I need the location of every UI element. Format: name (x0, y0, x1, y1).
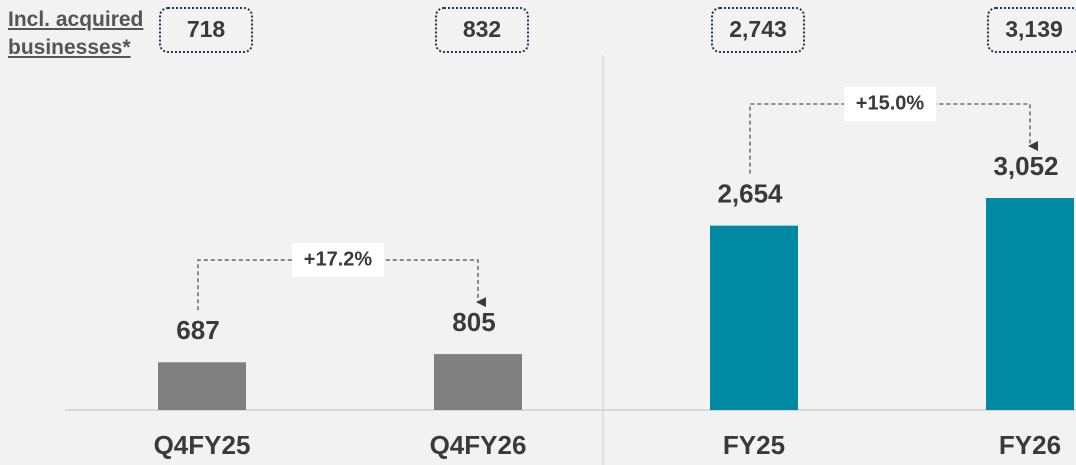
acquired-box (711, 7, 805, 53)
acquired-label: Incl. acquired businesses* (8, 8, 144, 59)
value-label: 3,052 (993, 151, 1058, 181)
bar (986, 198, 1074, 410)
acquired-value: 3,139 (1005, 16, 1063, 42)
acquired-value: 2,743 (729, 16, 787, 42)
bar (158, 362, 246, 410)
acquired-value: 832 (463, 16, 501, 42)
acquired-box (435, 7, 529, 53)
growth-box (292, 243, 384, 278)
growth-label: +15.0% (856, 92, 925, 114)
value-label: 805 (452, 307, 495, 337)
x-tick-label: FY25 (723, 430, 785, 460)
acquired-box (987, 7, 1076, 53)
growth-box (844, 87, 936, 121)
value-label: 687 (176, 315, 219, 345)
value-label: 2,654 (717, 179, 783, 209)
x-tick-label: Q4FY26 (430, 430, 527, 460)
x-tick-label: FY26 (999, 430, 1061, 460)
acquired-box (159, 7, 253, 53)
acquired-value: 718 (187, 16, 226, 42)
x-tick-label: Q4FY25 (154, 430, 251, 460)
bar (434, 354, 522, 410)
bar (710, 225, 798, 410)
growth-label: +17.2% (304, 248, 373, 270)
